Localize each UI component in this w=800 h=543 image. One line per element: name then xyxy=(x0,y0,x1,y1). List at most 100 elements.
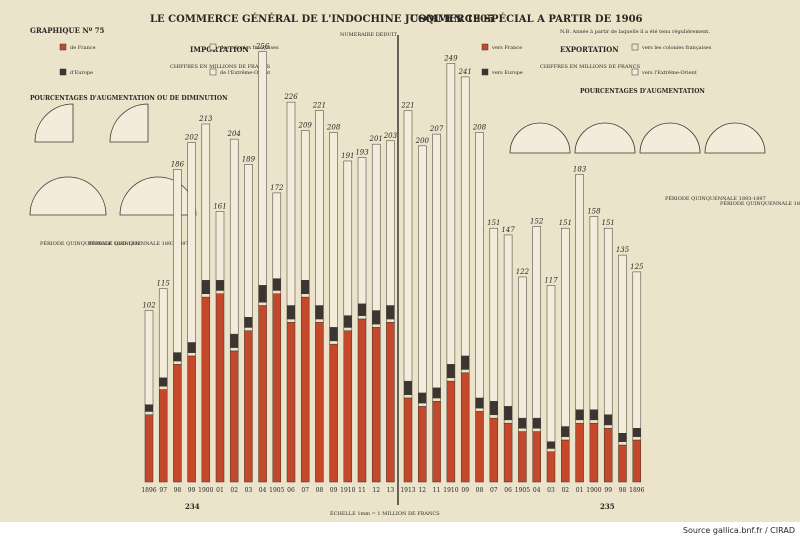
bar-segment xyxy=(258,285,267,303)
total-label: 209 xyxy=(298,122,313,130)
bar-segment xyxy=(343,160,353,316)
bar-segment xyxy=(315,322,324,483)
bar-segment xyxy=(561,436,570,441)
total-label: 172 xyxy=(270,184,284,192)
bar-segment xyxy=(386,140,395,306)
bar-segment xyxy=(546,448,556,452)
legend-label: d'Europe xyxy=(70,70,93,76)
bar-segment xyxy=(403,110,413,382)
total-label: 256 xyxy=(255,43,270,51)
bar-segment xyxy=(343,327,353,331)
total-label: 213 xyxy=(198,115,213,123)
x-tick-label: 06 xyxy=(504,487,512,494)
bar-segment xyxy=(432,133,441,389)
x-tick-label: 1910 xyxy=(443,487,458,494)
paper xyxy=(0,0,800,522)
bar-segment xyxy=(144,414,154,483)
bar-segment xyxy=(475,132,484,399)
x-tick-label: 1900 xyxy=(586,487,601,494)
bar-segment xyxy=(518,427,527,432)
page-number: 234 xyxy=(185,502,200,511)
total-label: 191 xyxy=(341,152,354,160)
legend-swatch xyxy=(481,43,489,51)
x-tick-label: 13 xyxy=(387,487,395,494)
bar-segment xyxy=(357,318,367,483)
x-tick-label: 04 xyxy=(533,487,541,494)
legend-swatch xyxy=(209,68,217,76)
bar-segment xyxy=(229,350,239,483)
bar-segment xyxy=(518,431,527,483)
x-tick-label: 07 xyxy=(490,487,498,494)
legend-label: vers Europe xyxy=(491,70,523,76)
bar-segment xyxy=(460,355,470,370)
bar-segment xyxy=(329,340,338,345)
bar-segment xyxy=(173,352,182,362)
period-label: PÉRIODE QUINQUENNALE 1893-1897 xyxy=(665,194,766,202)
total-label: 147 xyxy=(501,226,515,234)
bar-segment xyxy=(371,310,381,325)
bar-segment xyxy=(589,419,599,424)
x-tick-label: 12 xyxy=(418,487,426,494)
total-label: 186 xyxy=(171,160,185,168)
bar-segment xyxy=(272,192,282,279)
period-label: PÉRIODE QUINQUENNALE 1883-1892 xyxy=(40,239,141,247)
bar-segment xyxy=(173,169,182,353)
bar-segment xyxy=(503,406,513,421)
bar-segment xyxy=(589,409,599,421)
bar-segment xyxy=(357,303,367,316)
bar-segment xyxy=(446,380,456,483)
x-tick-label: 02 xyxy=(230,487,238,494)
bar-segment xyxy=(518,417,527,429)
bar-segment xyxy=(286,305,296,320)
x-tick-label: 08 xyxy=(476,487,484,494)
bar-segment xyxy=(403,397,413,483)
bar-segment xyxy=(446,364,456,379)
bar-segment xyxy=(518,276,527,419)
x-tick-label: 08 xyxy=(316,487,324,494)
bar-segment xyxy=(158,377,168,387)
x-tick-label: 1913 xyxy=(400,487,415,494)
total-label: 249 xyxy=(443,54,458,62)
bar-segment xyxy=(575,422,584,483)
bar-segment xyxy=(244,164,253,318)
bar-segment xyxy=(158,385,168,390)
legend-label: vers les colonies françaises xyxy=(641,45,712,51)
bar-segment xyxy=(489,227,499,402)
x-tick-label: 1905 xyxy=(515,487,530,494)
bar-segment xyxy=(386,305,395,320)
total-label: 102 xyxy=(142,302,156,310)
total-label: 115 xyxy=(157,280,171,288)
total-label: 183 xyxy=(573,165,587,173)
bar-segment xyxy=(272,293,282,483)
x-tick-label: 97 xyxy=(159,487,167,494)
bar-segment xyxy=(187,142,196,343)
bar-segment xyxy=(272,290,282,295)
bar-segment xyxy=(229,333,239,348)
bar-segment xyxy=(446,63,456,365)
bar-segment xyxy=(329,132,338,328)
legend-swatch xyxy=(209,43,217,51)
bar-segment xyxy=(315,318,324,323)
bar-segment xyxy=(632,271,642,429)
bar-segment xyxy=(371,323,381,328)
bar-segment xyxy=(300,130,310,281)
total-label: 152 xyxy=(530,218,544,226)
legend-swatch xyxy=(631,43,639,51)
bar-segment xyxy=(475,411,484,483)
bar-segment xyxy=(603,424,613,429)
bar-segment xyxy=(343,315,353,328)
x-tick-label: 1896 xyxy=(629,487,644,494)
bar-segment xyxy=(315,305,324,320)
total-label: 158 xyxy=(587,207,601,215)
bar-segment xyxy=(575,419,584,424)
total-label: 221 xyxy=(400,102,414,110)
x-tick-label: 07 xyxy=(301,487,309,494)
bar-segment xyxy=(432,401,441,483)
bar-segment xyxy=(258,51,267,286)
bar-segment xyxy=(201,293,211,298)
bar-segment xyxy=(546,441,556,449)
bar-segment xyxy=(546,285,556,442)
bar-segment xyxy=(503,419,513,424)
x-tick-label: 01 xyxy=(216,487,224,494)
legend-label: des colonies françaises xyxy=(220,45,279,51)
